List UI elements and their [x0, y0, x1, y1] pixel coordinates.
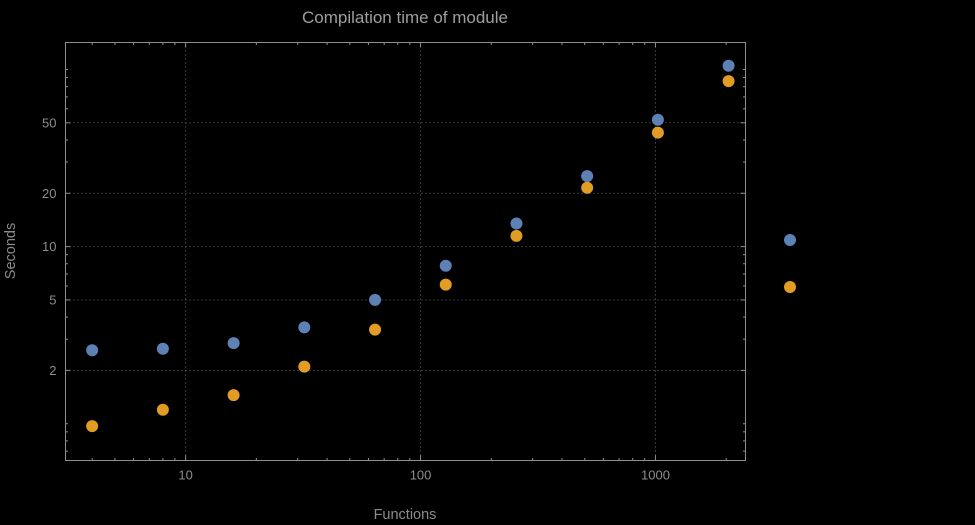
data-point-series-1-blue — [722, 59, 735, 72]
data-point-series-2-orange — [298, 360, 311, 373]
x-tick-label: 1000 — [641, 468, 670, 483]
data-point-series-1-blue — [439, 259, 452, 272]
data-point-series-1-blue — [510, 217, 523, 230]
chart-title: Compilation time of module — [302, 8, 508, 27]
x-tick-label: 100 — [410, 468, 432, 483]
legend-marker-series-1 — [784, 234, 796, 246]
data-point-series-2-orange — [722, 75, 735, 88]
plot-frame — [65, 42, 746, 461]
data-point-series-2-orange — [86, 420, 99, 433]
data-point-series-2-orange — [439, 278, 452, 291]
y-tick-label: 50 — [42, 115, 56, 130]
data-point-series-1-blue — [298, 321, 311, 334]
data-point-layer — [86, 59, 735, 433]
x-axis-label: Functions — [374, 507, 437, 523]
data-point-series-1-blue — [369, 293, 382, 306]
data-point-series-1-blue — [227, 337, 240, 350]
y-axis-label: Seconds — [3, 223, 19, 279]
y-tick-label: 2 — [49, 363, 56, 378]
data-point-series-1-blue — [581, 170, 594, 183]
data-point-series-1-blue — [86, 344, 99, 357]
tick-label-layer: 10 100 1000 2 5 10 20 50 — [42, 115, 670, 482]
y-tick-label: 10 — [42, 239, 56, 254]
tick-layer — [65, 42, 746, 461]
legend-marker-series-2 — [784, 281, 796, 293]
grid-layer — [65, 42, 746, 461]
data-point-series-1-blue — [651, 113, 664, 126]
data-point-series-2-orange — [510, 229, 523, 242]
x-tick-label: 10 — [178, 468, 192, 483]
y-tick-label: 5 — [49, 292, 56, 307]
data-point-series-2-orange — [227, 389, 240, 402]
data-point-series-2-orange — [369, 323, 382, 336]
data-point-series-2-orange — [581, 181, 594, 194]
data-point-series-2-orange — [651, 126, 664, 139]
legend-layer — [784, 234, 796, 293]
data-point-series-2-orange — [156, 403, 169, 416]
data-point-series-1-blue — [156, 342, 169, 355]
y-tick-label: 20 — [42, 186, 56, 201]
